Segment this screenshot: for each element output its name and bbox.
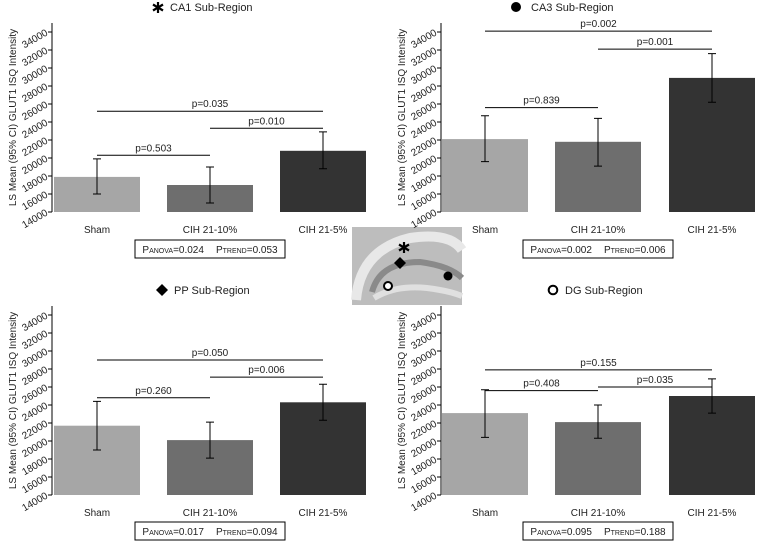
stat-subscript: TREND bbox=[223, 530, 247, 537]
stat-symbol: P bbox=[142, 245, 149, 256]
y-tick-label: 34000 bbox=[20, 27, 50, 51]
error-bar bbox=[594, 117, 602, 167]
stat-symbol: P bbox=[604, 527, 611, 538]
x-tick-label: CIH 21-10% bbox=[183, 225, 238, 236]
p-value-label: p=0.408 bbox=[523, 379, 560, 390]
stat-symbol: P bbox=[530, 527, 537, 538]
stats-box bbox=[134, 239, 286, 259]
stat-subscript: ANOVA bbox=[149, 248, 173, 255]
stats-box bbox=[522, 239, 674, 259]
p-value-label: p=0.010 bbox=[248, 116, 285, 127]
stat-symbol: P bbox=[216, 245, 223, 256]
x-tick-label: CIH 21-5% bbox=[299, 508, 348, 519]
x-tick-label: Sham bbox=[472, 508, 498, 519]
stats-box bbox=[522, 521, 674, 541]
stat-subscript: ANOVA bbox=[537, 530, 561, 537]
p-value-label: p=0.002 bbox=[580, 19, 617, 30]
stat-value: =0.002 bbox=[561, 245, 592, 256]
error-bar bbox=[708, 378, 716, 414]
p-value-label: p=0.035 bbox=[192, 99, 229, 110]
stat-subscript: ANOVA bbox=[537, 248, 561, 255]
error-bar bbox=[708, 53, 716, 103]
error-bar bbox=[206, 421, 214, 459]
stat-subscript: TREND bbox=[223, 248, 247, 255]
panel-title: PP Sub-Region bbox=[174, 285, 250, 297]
stats-box bbox=[134, 521, 286, 541]
stats-text: PANOVA=0.017 PTREND=0.094 bbox=[142, 527, 278, 538]
y-axis-label: LS Mean (95% CI) GLUT1 ISQ Intensity bbox=[397, 312, 408, 489]
x-tick-label: CIH 21-5% bbox=[688, 508, 737, 519]
stat-value: =0.006 bbox=[635, 245, 666, 256]
panel-title: CA1 Sub-Region bbox=[170, 2, 253, 14]
p-value-label: p=0.035 bbox=[637, 375, 674, 386]
stats-text: PANOVA=0.024 PTREND=0.053 bbox=[142, 245, 278, 256]
x-tick-label: Sham bbox=[472, 225, 498, 236]
error-bar bbox=[319, 131, 327, 170]
pp-icon bbox=[156, 284, 168, 296]
stat-symbol: P bbox=[604, 245, 611, 256]
hippocampus-image bbox=[351, 227, 467, 305]
stat-symbol: P bbox=[142, 527, 149, 538]
p-value-label: p=0.001 bbox=[637, 37, 674, 48]
error-bar bbox=[319, 383, 327, 421]
y-axis-label: LS Mean (95% CI) GLUT1 ISQ Intensity bbox=[8, 312, 19, 489]
error-bar bbox=[481, 115, 489, 163]
stat-subscript: TREND bbox=[611, 248, 635, 255]
x-tick-label: CIH 21-10% bbox=[571, 508, 626, 519]
panel-title: CA3 Sub-Region bbox=[531, 2, 614, 14]
stat-value: =0.053 bbox=[247, 245, 278, 256]
error-bar bbox=[93, 158, 101, 195]
stat-value: =0.188 bbox=[635, 527, 666, 538]
stat-subscript: TREND bbox=[611, 530, 635, 537]
y-axis-label: LS Mean (95% CI) GLUT1 ISQ Intensity bbox=[397, 29, 408, 206]
dg-icon bbox=[547, 284, 559, 296]
x-tick-label: CIH 21-5% bbox=[299, 225, 348, 236]
panel-title: DG Sub-Region bbox=[565, 285, 643, 297]
x-tick-label: Sham bbox=[84, 225, 110, 236]
x-tick-label: CIH 21-10% bbox=[571, 225, 626, 236]
p-value-label: p=0.503 bbox=[135, 143, 172, 154]
error-bar bbox=[481, 389, 489, 438]
p-value-label: p=0.260 bbox=[135, 386, 172, 397]
ca3-icon bbox=[511, 2, 521, 12]
x-tick-label: CIH 21-10% bbox=[183, 508, 238, 519]
x-tick-label: Sham bbox=[84, 508, 110, 519]
stat-value: =0.017 bbox=[173, 527, 204, 538]
stat-value: =0.094 bbox=[247, 527, 278, 538]
p-value-label: p=0.050 bbox=[192, 348, 229, 359]
error-bar bbox=[206, 166, 214, 204]
y-tick-label: 34000 bbox=[409, 310, 439, 334]
stats-text: PANOVA=0.095 PTREND=0.188 bbox=[530, 527, 666, 538]
y-axis-label: LS Mean (95% CI) GLUT1 ISQ Intensity bbox=[8, 29, 19, 206]
p-value-label: p=0.006 bbox=[248, 365, 285, 376]
y-tick-label: 34000 bbox=[409, 27, 439, 51]
stat-symbol: P bbox=[530, 245, 537, 256]
stats-text: PANOVA=0.002 PTREND=0.006 bbox=[530, 245, 666, 256]
y-tick-label: 34000 bbox=[20, 310, 50, 334]
x-tick-label: CIH 21-5% bbox=[688, 225, 737, 236]
stat-subscript: ANOVA bbox=[149, 530, 173, 537]
error-bar bbox=[93, 400, 101, 451]
p-value-label: p=0.839 bbox=[523, 96, 560, 107]
ca1-icon bbox=[152, 2, 164, 13]
stat-value: =0.095 bbox=[561, 527, 592, 538]
stat-symbol: P bbox=[216, 527, 223, 538]
error-bar bbox=[594, 404, 602, 439]
p-value-label: p=0.155 bbox=[580, 358, 617, 369]
stat-value: =0.024 bbox=[173, 245, 204, 256]
